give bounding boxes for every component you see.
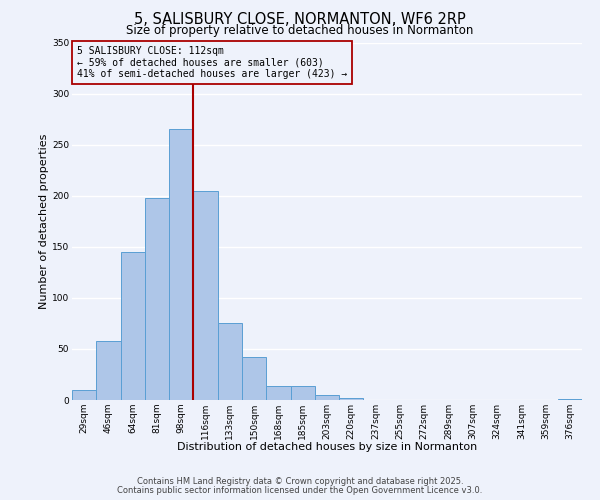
Bar: [218, 324, 242, 400]
Text: 5 SALISBURY CLOSE: 112sqm
← 59% of detached houses are smaller (603)
41% of semi: 5 SALISBURY CLOSE: 112sqm ← 59% of detac…: [77, 46, 347, 80]
Bar: [193, 190, 218, 400]
Bar: [290, 386, 315, 400]
Text: Size of property relative to detached houses in Normanton: Size of property relative to detached ho…: [127, 24, 473, 37]
Bar: [121, 252, 145, 400]
Text: 5, SALISBURY CLOSE, NORMANTON, WF6 2RP: 5, SALISBURY CLOSE, NORMANTON, WF6 2RP: [134, 12, 466, 28]
Bar: [145, 198, 169, 400]
Bar: [315, 395, 339, 400]
Y-axis label: Number of detached properties: Number of detached properties: [39, 134, 49, 309]
Bar: [266, 386, 290, 400]
Bar: [169, 130, 193, 400]
Text: Contains HM Land Registry data © Crown copyright and database right 2025.: Contains HM Land Registry data © Crown c…: [137, 477, 463, 486]
Bar: [242, 357, 266, 400]
Bar: [558, 399, 582, 400]
Text: Contains public sector information licensed under the Open Government Licence v3: Contains public sector information licen…: [118, 486, 482, 495]
X-axis label: Distribution of detached houses by size in Normanton: Distribution of detached houses by size …: [177, 442, 477, 452]
Bar: [72, 390, 96, 400]
Bar: [96, 341, 121, 400]
Bar: [339, 398, 364, 400]
